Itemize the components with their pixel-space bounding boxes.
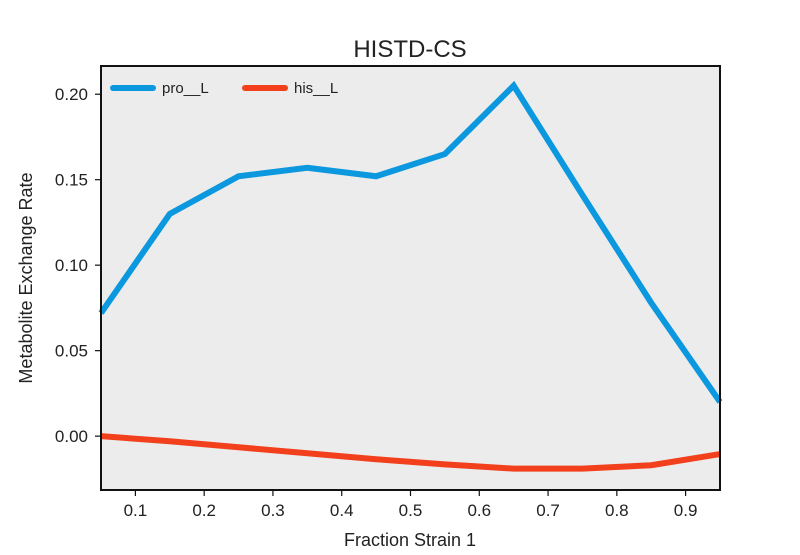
series-layer [98,80,723,472]
series-line-his-l [100,433,721,472]
x-axis-label: Fraction Strain 1 [344,530,476,550]
y-tick-label: 0.20 [55,85,88,104]
x-tick-label: 0.4 [330,501,354,520]
x-tick-label: 0.6 [467,501,491,520]
series-line-pro-l [98,80,723,404]
y-tick-label: 0.00 [55,427,88,446]
x-tick-label: 0.5 [399,501,423,520]
x-tick-label: 0.3 [261,501,285,520]
x-tick-label: 0.8 [605,501,629,520]
legend-label: pro__L [162,80,209,97]
chart-title: HISTD-CS [353,36,466,63]
legend: pro__L his__L [110,80,338,97]
y-tick-label: 0.15 [55,171,88,190]
x-axis: 0.1 0.2 0.3 0.4 0.5 0.6 0.7 0.8 0.9 [124,490,698,520]
x-tick-label: 0.1 [124,501,148,520]
x-tick-label: 0.7 [536,501,560,520]
x-tick-label: 0.2 [192,501,216,520]
y-tick-label: 0.05 [55,342,88,361]
x-tick-label: 0.9 [674,501,698,520]
y-axis: 0.00 0.05 0.10 0.15 0.20 [55,85,101,446]
legend-label: his__L [294,80,338,97]
plot-background [101,66,720,490]
y-axis-label: Metabolite Exchange Rate [16,172,36,383]
y-tick-label: 0.10 [55,256,88,275]
